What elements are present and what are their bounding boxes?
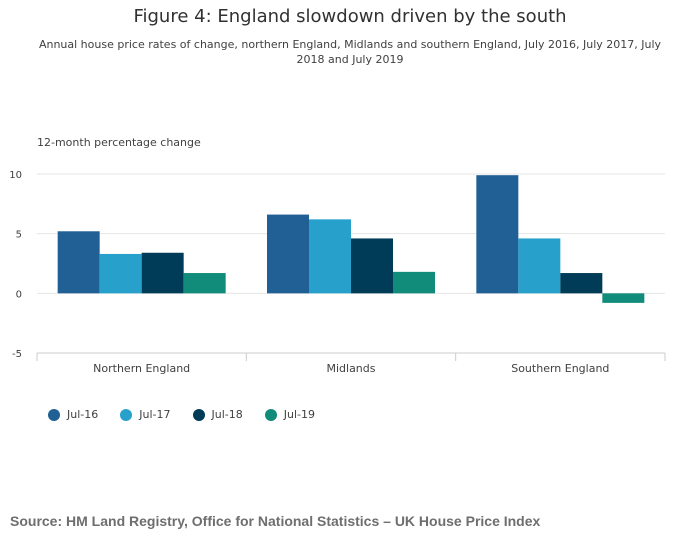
x-tick-label: Southern England — [511, 362, 609, 375]
bar — [99, 253, 142, 294]
bar-chart: -5 0 5 10 Northern England Midlands Southern … — [9, 170, 666, 375]
legend-swatch — [120, 408, 133, 421]
bar — [57, 231, 100, 294]
y-tick-label: 5 — [16, 230, 22, 241]
x-axis: Northern England Midlands Southern England — [36, 352, 666, 375]
legend-item: Jul-17 — [120, 408, 171, 421]
legend-item: Jul-18 — [192, 408, 243, 421]
source-note: Source: HM Land Registry, Office for Nat… — [10, 513, 541, 529]
x-tick-label: Midlands — [326, 362, 375, 375]
y-axis-label: 12-month percentage change — [37, 136, 201, 149]
legend-swatch — [264, 408, 277, 421]
bar — [602, 293, 645, 303]
bar — [393, 271, 435, 294]
bar — [351, 238, 393, 294]
legend-swatch — [48, 408, 60, 421]
legend-label: Jul-18 — [211, 408, 243, 421]
bar — [267, 214, 309, 294]
bar — [560, 273, 603, 294]
legend-item: Jul-19 — [264, 408, 315, 421]
bar — [518, 238, 561, 294]
legend-item: Jul-16 — [48, 408, 98, 421]
y-tick-label: 0 — [16, 289, 22, 300]
y-axis-ticks: -5 0 5 10 — [9, 170, 22, 360]
legend-label: Jul-17 — [139, 408, 171, 421]
y-tick-label: 10 — [9, 170, 22, 181]
y-tick-label: -5 — [12, 349, 22, 360]
bar — [183, 273, 226, 294]
bar — [476, 175, 519, 294]
chart-subtitle: Annual house price rates of change, nort… — [38, 38, 662, 66]
legend-label: Jul-19 — [283, 408, 315, 421]
legend-label: Jul-16 — [67, 408, 99, 421]
bar — [309, 219, 351, 294]
bar — [141, 252, 184, 294]
chart-title: Figure 4: England slowdown driven by the… — [133, 6, 567, 27]
x-tick-label: Northern England — [93, 362, 190, 375]
legend-swatch — [192, 408, 205, 421]
bars — [57, 175, 645, 303]
chart-legend: Jul-16 Jul-17 Jul-18 Jul-19 — [48, 408, 337, 421]
